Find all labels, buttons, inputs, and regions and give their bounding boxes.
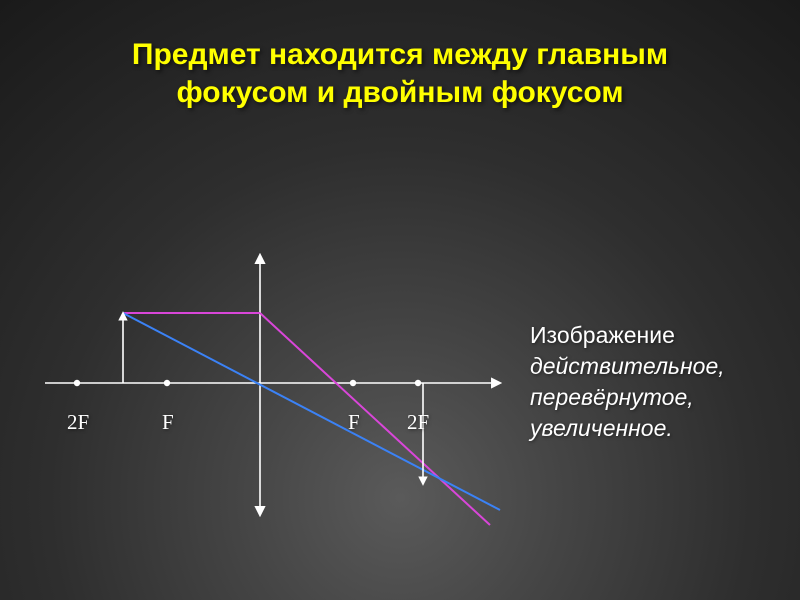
focal-point [74,380,80,386]
optics-diagram: 2F F F 2F [45,220,505,530]
caption-line1: Изображение [530,322,675,348]
axis-label: 2F [407,410,429,435]
focal-point [164,380,170,386]
axis-label: F [348,410,360,435]
ray-center [123,313,500,510]
image-caption: Изображение действительное, перевёрнутое… [530,320,800,444]
axis-label: 2F [67,410,89,435]
diagram-svg [45,220,505,530]
caption-line2: действительное, перевёрнутое, увеличенно… [530,353,725,441]
focal-point [350,380,356,386]
focal-point [415,380,421,386]
ray-refracted [260,313,490,525]
axis-label: F [162,410,174,435]
page-title: Предмет находится между главным фокусом … [90,36,710,111]
